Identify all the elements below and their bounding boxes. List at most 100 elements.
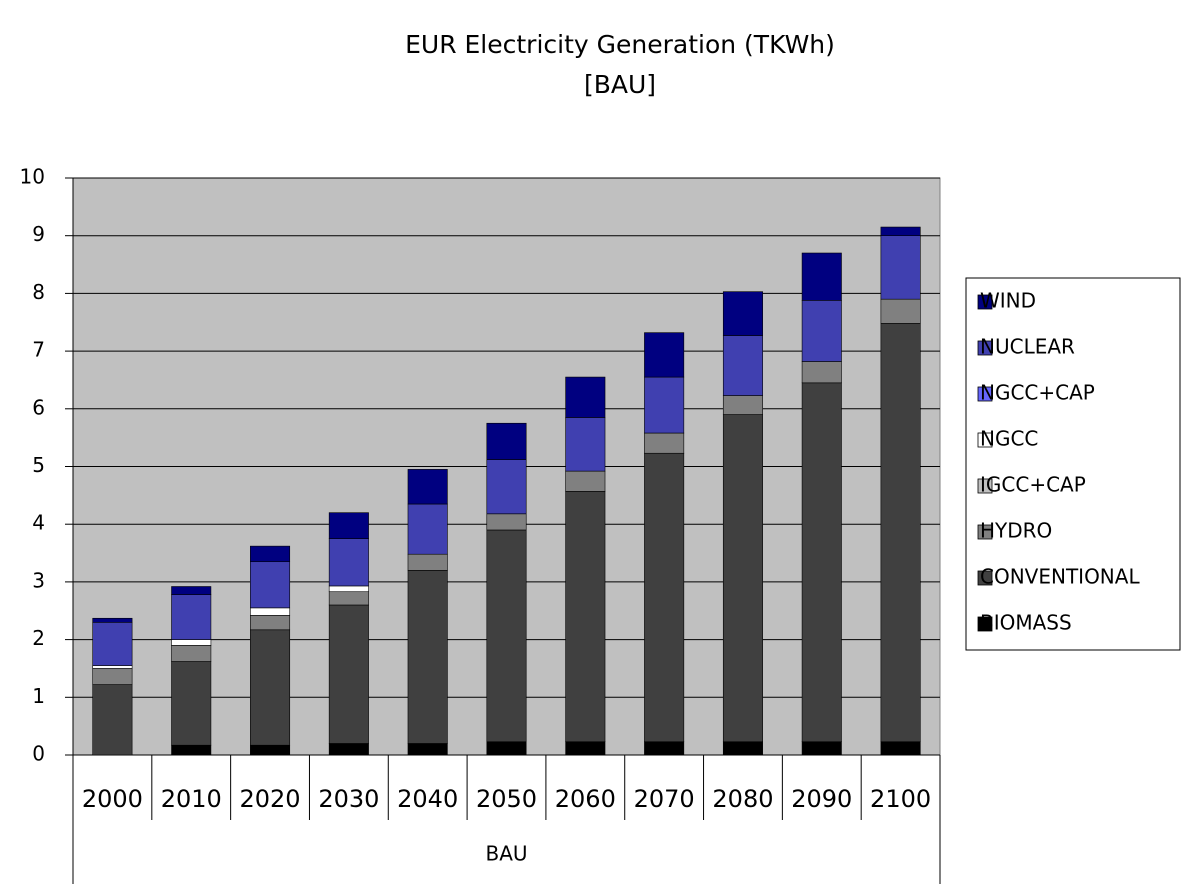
bar-segment [644,376,685,434]
legend-swatch [977,478,993,494]
bar-segment [407,570,448,744]
group-label: BAU [485,842,527,866]
x-tick-label: 2000 [82,785,143,813]
bar-segment [644,741,685,756]
y-tick-label: 9 [32,222,45,246]
bar-segment [92,617,133,623]
bar-segment [328,538,369,587]
x-tick-label: 2100 [870,785,931,813]
legend-label: WIND [980,289,1036,313]
bar-segment [486,459,527,515]
bar-segment [880,235,921,300]
x-tick-label: 2040 [397,785,458,813]
bar-segment [250,561,291,609]
y-tick-label: 1 [32,684,45,708]
bar-segment [486,513,527,531]
bar-segment [722,395,763,415]
bar-segment [328,591,369,606]
bar-segment [407,743,448,756]
y-tick-label: 7 [32,338,45,362]
bar-segment [486,529,527,743]
bar-segment [880,226,921,236]
bar-segment [722,414,763,743]
x-tick-label: 2090 [791,785,852,813]
bar-segment [565,741,606,756]
x-tick-label: 2060 [555,785,616,813]
y-tick-label: 4 [32,511,45,535]
bar-segment [801,361,842,384]
bar-segment [171,586,212,595]
bar-segment [328,604,369,744]
bar-segment [644,332,685,378]
legend-label: HYDRO [980,519,1052,543]
bar-segment [565,491,606,743]
x-tick-label: 2070 [634,785,695,813]
legend-swatch [977,386,993,402]
legend-swatch [977,524,993,540]
y-tick-label: 3 [32,568,45,592]
legend-swatch [977,616,993,632]
bar-segment [801,741,842,756]
y-tick-label: 5 [32,453,45,477]
legend-label: NGCC [980,427,1038,451]
bar-segment [171,639,212,646]
bar-segment [171,594,212,640]
bar-segment [565,376,606,418]
bar-segment [250,744,291,756]
chart-subtitle: [BAU] [584,70,656,99]
legend-box [965,277,1181,651]
y-tick-label: 0 [32,742,45,766]
bar-segment [565,417,606,472]
bar-segment [801,382,842,743]
bar-segment [328,512,369,539]
bar-segment [644,452,685,743]
bar-segment [880,741,921,756]
bar-segment [407,553,448,571]
legend-label: IGCC+CAP [980,473,1086,497]
bar-segment [92,684,133,756]
legend-label: NGCC+CAP [980,381,1095,405]
bar-segment [407,503,448,555]
legend-swatch [977,570,993,586]
y-tick-label: 8 [32,280,45,304]
bar-segment [407,469,448,505]
bar-segment [171,744,212,756]
bar-segment [92,665,133,669]
x-tick-label: 2050 [476,785,537,813]
bar-segment [250,629,291,746]
bar-segment [880,298,921,324]
bar-segment [880,323,921,743]
legend-swatch [977,340,993,356]
y-tick-label: 6 [32,395,45,419]
legend-label: BIOMASS [980,611,1072,635]
x-tick-label: 2080 [712,785,773,813]
bar-segment [92,668,133,685]
bar-segment [92,621,133,666]
bar-segment [328,743,369,756]
x-tick-label: 2010 [161,785,222,813]
legend-label: NUCLEAR [980,335,1075,359]
chart-title: EUR Electricity Generation (TKWh) [405,30,835,59]
bar-segment [801,300,842,362]
y-tick-label: 2 [32,626,45,650]
x-tick-label: 2020 [240,785,301,813]
bar-segment [486,422,527,460]
bar-segment [486,741,527,756]
y-tick-label: 10 [20,165,45,189]
bar-segment [250,615,291,631]
bar-segment [250,607,291,616]
bar-segment [722,335,763,396]
bar-segment [644,432,685,454]
legend-swatch [977,432,993,448]
bar-segment [801,252,842,301]
legend-label: CONVENTIONAL [980,565,1140,589]
bar-segment [171,645,212,662]
bar-segment [250,545,291,563]
bar-segment [722,291,763,336]
x-tick-label: 2030 [318,785,379,813]
bar-segment [722,741,763,756]
bar-segment [565,470,606,492]
legend-swatch [977,294,993,310]
bar-segment [328,585,369,593]
